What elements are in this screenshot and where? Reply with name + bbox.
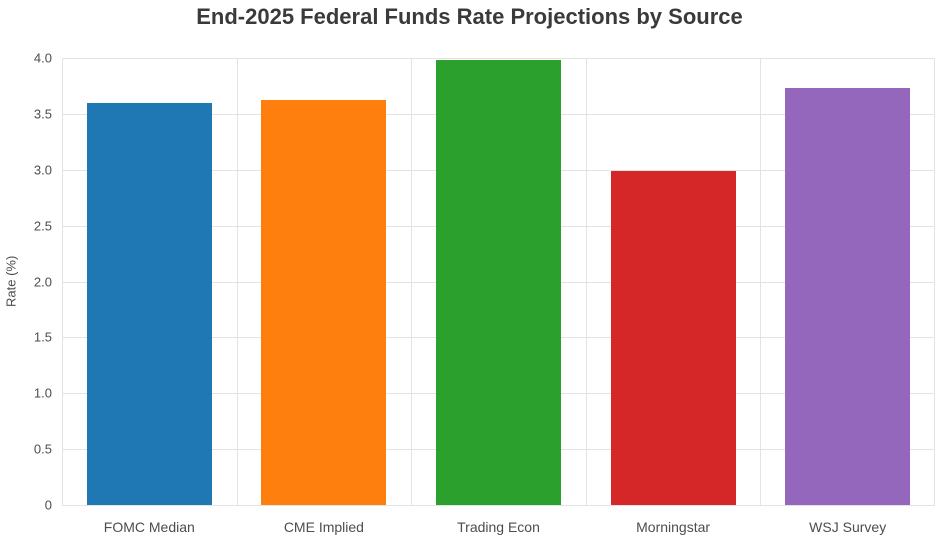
x-tick-label: WSJ Survey [809, 519, 887, 535]
h-gridline [62, 505, 935, 506]
chart-title: End-2025 Federal Funds Rate Projections … [196, 4, 743, 29]
x-tick-label: Morningstar [636, 519, 711, 535]
y-tick-label: 2.0 [33, 274, 52, 289]
y-tick-label: 3.5 [33, 106, 52, 122]
bar-morningstar [610, 170, 736, 505]
bar-fomc-median [86, 102, 212, 505]
v-gridline [236, 58, 238, 505]
bar-cme-implied [261, 100, 387, 505]
bar-trading-econ [436, 60, 561, 505]
x-tick-label: Trading Econ [457, 519, 540, 535]
x-tick-label: CME Implied [283, 519, 364, 535]
y-tick-label: 1.5 [33, 329, 52, 345]
y-tick-label: 0 [44, 497, 52, 513]
v-gridline [934, 58, 935, 505]
x-tick-label: FOMC Median [103, 519, 195, 535]
y-tick-label: 2.5 [33, 218, 52, 234]
y-tick-label: 0.5 [33, 441, 52, 457]
v-gridline [760, 58, 762, 505]
y-tick-label: 4.0 [33, 50, 52, 66]
v-gridline [62, 58, 63, 505]
y-tick-label: 1.0 [33, 385, 52, 401]
bar-wsj-survey [785, 88, 911, 505]
plot-area: 0 0.5 1.0 1.5 2.0 2.5 3.0 3.5 4.0 FOMC Median CME … [34, 51, 935, 535]
y-axis-label: Rate (%) [3, 255, 19, 308]
h-gridline [62, 58, 935, 59]
v-gridline [585, 58, 587, 505]
y-tick-label: 3.0 [33, 162, 52, 178]
v-gridline [411, 58, 413, 505]
